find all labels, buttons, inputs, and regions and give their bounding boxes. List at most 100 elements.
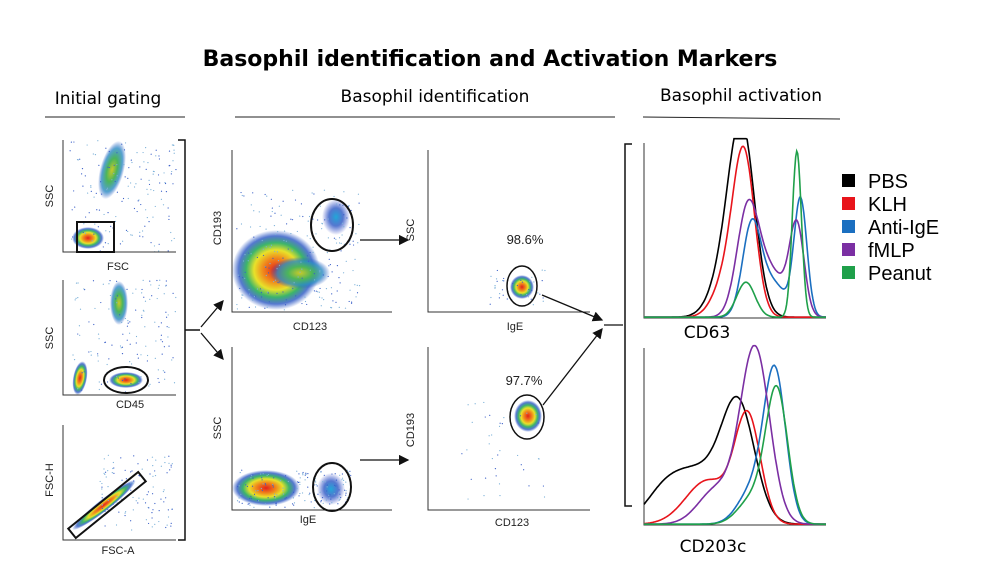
event-dot xyxy=(490,275,492,277)
event-dot xyxy=(241,276,244,279)
event-dot xyxy=(280,214,282,216)
event-dot xyxy=(276,494,278,496)
event-dot xyxy=(105,230,107,232)
event-dot xyxy=(283,239,285,242)
event-dot xyxy=(467,404,469,406)
event-dot xyxy=(160,198,163,200)
event-dot xyxy=(137,200,139,202)
event-dot xyxy=(142,236,144,238)
event-dot xyxy=(499,450,501,452)
event-dot xyxy=(149,473,151,475)
event-dot xyxy=(141,292,143,294)
event-dot xyxy=(287,248,289,250)
event-dot xyxy=(501,423,503,425)
event-dot xyxy=(130,159,132,161)
event-dot xyxy=(248,252,250,254)
event-dot xyxy=(265,484,267,486)
event-dot xyxy=(335,479,338,481)
event-dot xyxy=(73,141,75,143)
event-dot xyxy=(236,228,238,230)
event-dot xyxy=(349,289,351,291)
event-dot xyxy=(262,473,264,475)
event-dot xyxy=(163,489,165,491)
event-dot xyxy=(266,195,268,197)
event-dot xyxy=(499,422,501,424)
event-dot xyxy=(533,281,535,283)
event-dot xyxy=(93,233,95,235)
event-dot xyxy=(282,487,284,489)
event-dot xyxy=(140,354,142,356)
histogram-curve-peanut xyxy=(644,148,826,318)
event-dot xyxy=(274,497,276,499)
event-dot xyxy=(238,497,240,499)
event-dot xyxy=(81,372,83,374)
event-dot xyxy=(355,233,357,235)
event-dot xyxy=(72,236,74,238)
event-dot xyxy=(161,353,163,355)
event-dot xyxy=(299,481,301,483)
event-dot xyxy=(101,493,103,495)
event-dot xyxy=(74,206,76,208)
event-dot xyxy=(162,490,165,493)
event-dot xyxy=(133,207,136,210)
event-dot xyxy=(273,224,276,227)
event-dot xyxy=(323,474,325,476)
event-dot xyxy=(173,237,175,240)
event-dot xyxy=(107,470,109,472)
event-dot xyxy=(236,500,239,502)
event-dot xyxy=(121,143,123,145)
event-dot xyxy=(84,232,86,234)
plot-ssc-ige: SSC IgE xyxy=(212,347,392,526)
event-dot xyxy=(163,293,165,295)
event-dot xyxy=(262,483,264,485)
event-dot xyxy=(173,149,175,151)
event-dot xyxy=(135,335,138,338)
event-dot xyxy=(259,225,261,228)
event-dot xyxy=(146,188,148,190)
event-dot xyxy=(338,492,340,494)
event-dot xyxy=(94,223,96,225)
event-dot xyxy=(345,490,347,492)
event-dot xyxy=(97,333,100,335)
event-dot xyxy=(349,470,351,472)
event-dot xyxy=(350,302,353,304)
event-dot xyxy=(84,175,86,177)
event-dot xyxy=(99,480,101,483)
event-dot xyxy=(137,502,139,504)
event-dot xyxy=(337,503,339,505)
event-dot xyxy=(103,468,105,470)
event-dot xyxy=(120,347,122,349)
event-dot xyxy=(151,517,153,519)
event-dot xyxy=(356,292,359,294)
event-dot xyxy=(326,490,328,492)
event-dot xyxy=(537,292,539,294)
event-dot xyxy=(145,345,147,347)
event-dot xyxy=(114,220,117,223)
event-dot xyxy=(333,493,335,495)
event-dot xyxy=(315,290,317,292)
event-dot xyxy=(119,314,121,316)
event-dot xyxy=(130,471,132,473)
axes xyxy=(427,347,590,511)
event-dot xyxy=(354,284,356,286)
event-dot xyxy=(125,229,128,232)
event-dot xyxy=(164,378,166,380)
event-dot xyxy=(276,292,278,294)
event-dot xyxy=(339,204,341,206)
event-dot xyxy=(274,212,276,214)
event-dot xyxy=(172,160,174,162)
event-dot xyxy=(76,159,79,161)
event-dot xyxy=(115,215,117,218)
event-dot xyxy=(128,167,130,169)
event-dot xyxy=(267,473,270,476)
event-dot xyxy=(240,191,242,194)
event-dot xyxy=(330,287,333,289)
event-dot xyxy=(166,326,168,328)
axes xyxy=(62,280,176,396)
event-dot xyxy=(292,189,294,191)
event-dot xyxy=(119,243,122,245)
event-dot xyxy=(117,377,119,379)
event-dot xyxy=(300,261,302,263)
event-dot xyxy=(97,140,99,142)
legend: PBS KLH Anti-IgE fMLP Peanut xyxy=(842,171,939,285)
